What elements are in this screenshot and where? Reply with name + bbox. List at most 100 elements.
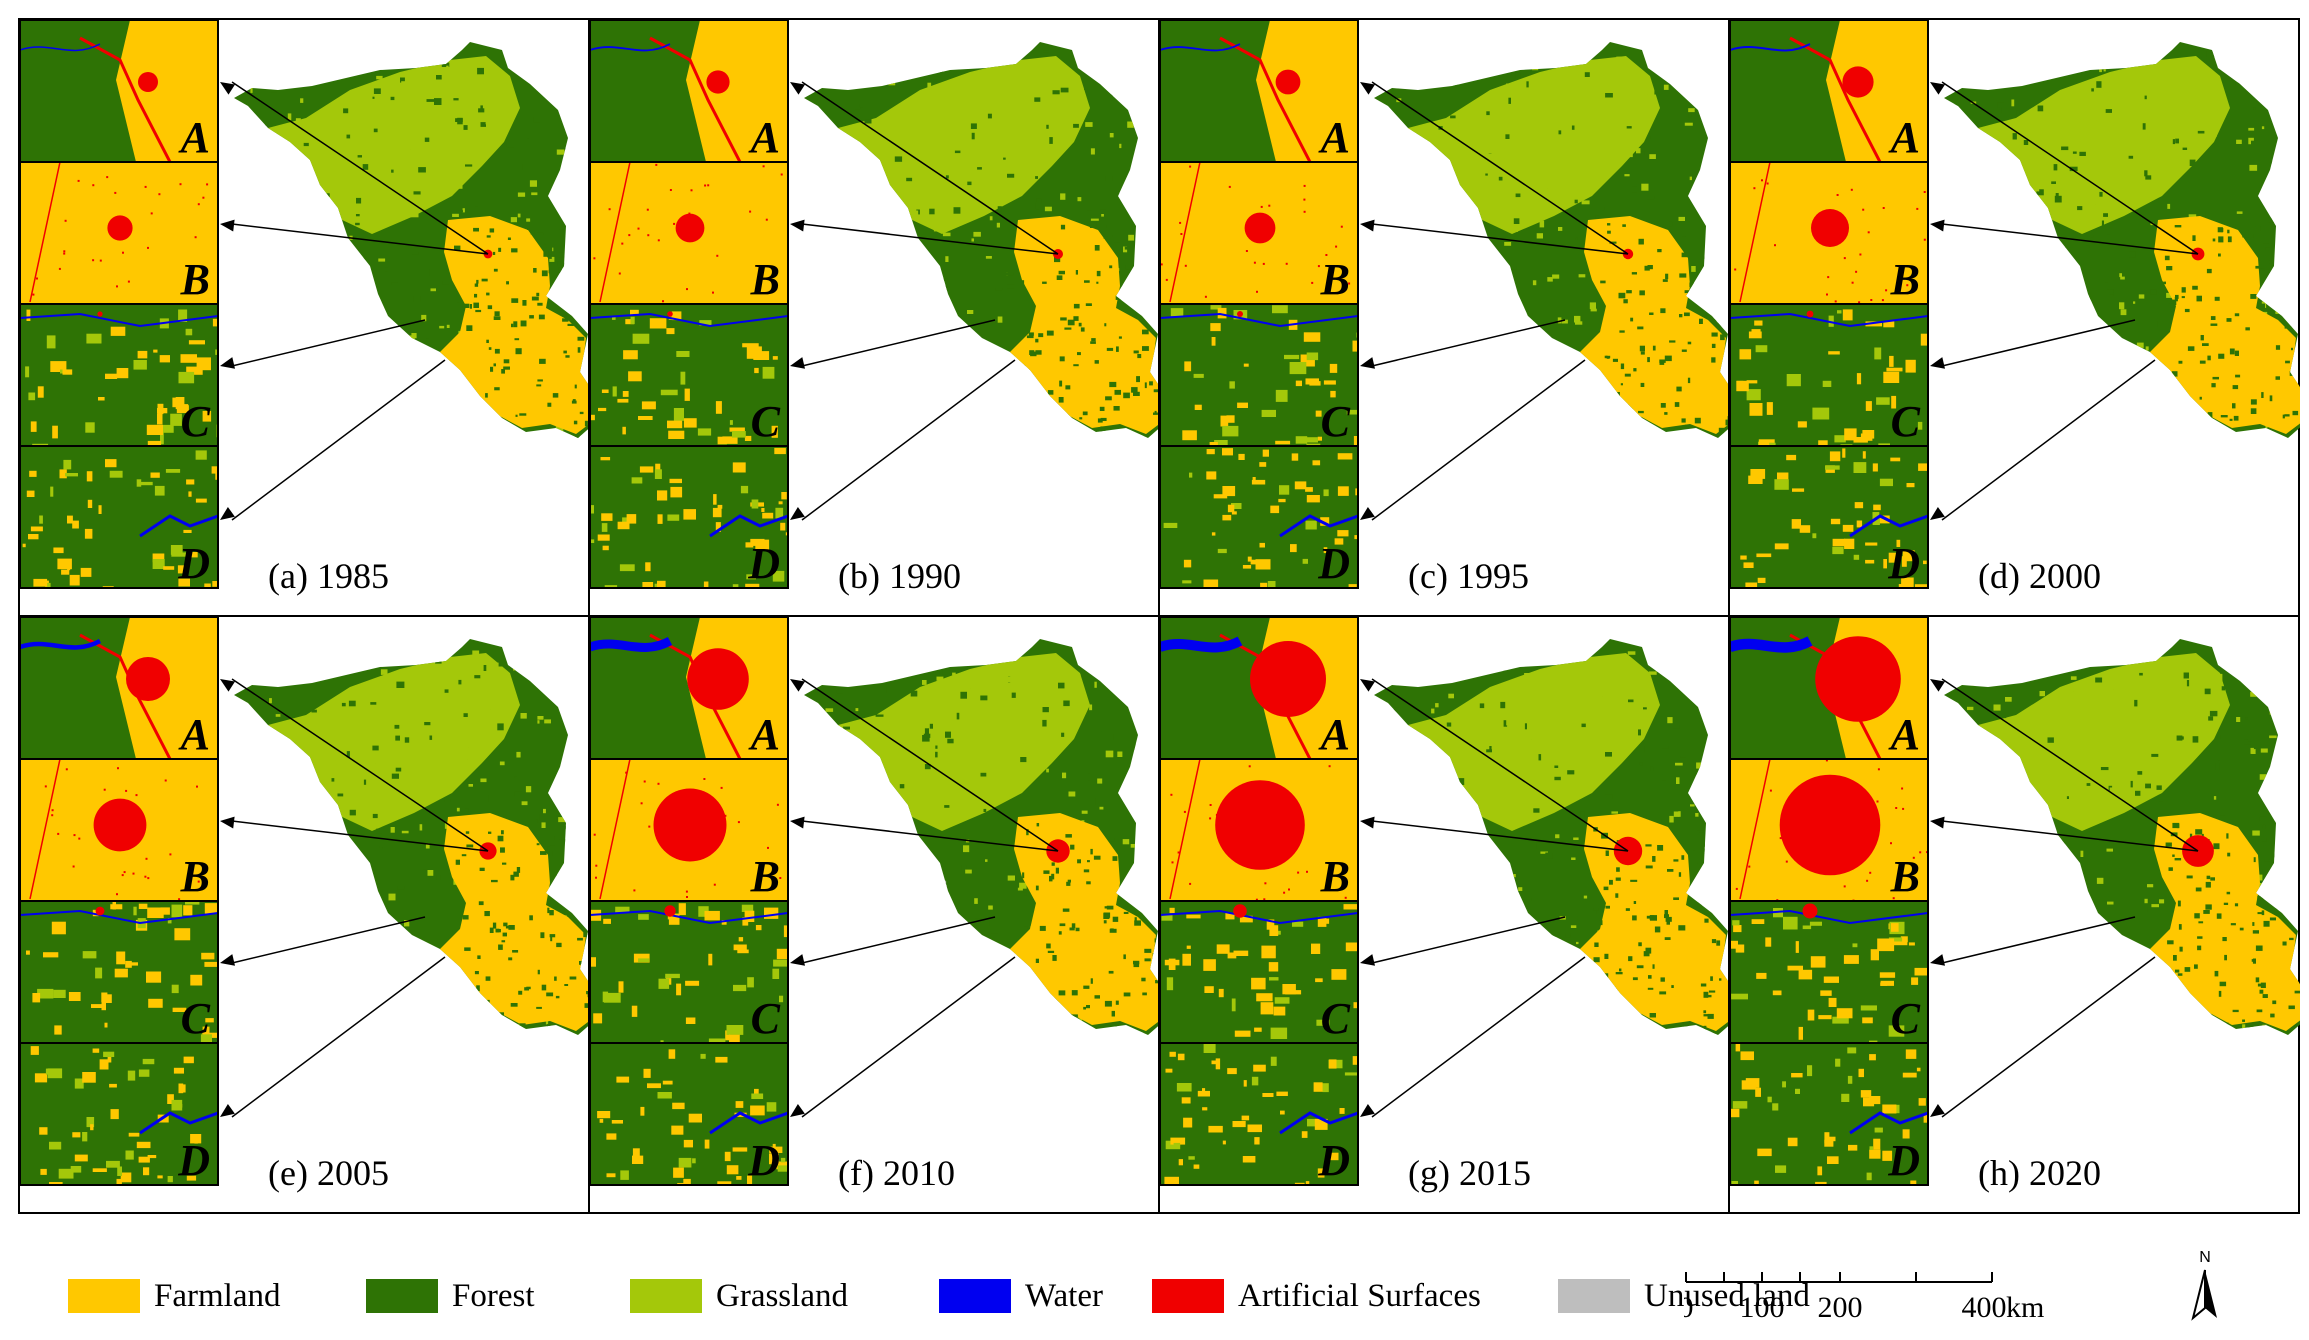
region-map [234,42,588,438]
inset-label-d: D [1317,1136,1350,1185]
inset-label-b: B [180,852,210,901]
inset-label-c: C [1321,397,1351,446]
inset-label-c: C [1891,397,1921,446]
panel-caption: (b) 1990 [838,556,961,596]
leader-arrow [220,816,489,852]
legend-label-water: Water [1025,1278,1103,1314]
map-panel-graphic: A B C D [20,617,588,1186]
leader-arrow [220,678,489,852]
leader-arrow [220,219,489,255]
north-label: N [2199,1249,2211,1266]
map-panel: A B C D (a) 1985 [20,20,590,617]
inset-label-c: C [181,994,211,1043]
legend-swatch-unused-land [1558,1279,1630,1313]
map-panel-graphic: A B C D [1160,617,1728,1186]
map-panel: A B C D (c) 1995 [1160,20,1730,617]
map-panel: A B C D (f) 2010 [590,617,1160,1214]
inset-map-c: C [590,303,789,447]
legend-swatch-artificial-surfaces [1152,1279,1224,1313]
inset-label-c: C [1891,994,1921,1043]
inset-label-b: B [180,255,210,304]
leader-arrow [1360,678,1629,852]
legend-label-grassland: Grassland [716,1278,848,1314]
map-panel: A B C D (d) 2000 [1730,20,2300,617]
inset-label-b: B [1890,852,1920,901]
legend-label-forest: Forest [452,1278,535,1314]
leader-arrow [790,916,996,966]
region-map [1944,42,2300,438]
inset-label-b: B [1890,255,1920,304]
inset-map-d: D [1730,445,1929,589]
inset-map-c: C [1160,303,1359,447]
panel-caption: (f) 2010 [838,1153,955,1193]
inset-label-d: D [1887,539,1920,588]
leader-arrow [220,359,446,521]
inset-map-b: B [590,758,789,902]
leader-arrow [790,678,1059,852]
inset-map-c: C [1730,303,1929,447]
leader-arrow [790,81,1059,255]
inset-label-b: B [1320,852,1350,901]
leader-arrow [790,319,996,369]
panel-caption: (a) 1985 [268,556,389,596]
scale-bar: 0 100 200 400 km [1684,1272,2044,1324]
map-panel: A B C D (b) 1990 [590,20,1160,617]
scale-label-200: 200 [1818,1291,1863,1324]
inset-map-b: B [20,161,219,305]
inset-label-b: B [1320,255,1350,304]
inset-label-d: D [177,539,210,588]
leader-arrow [1360,816,1629,852]
leader-arrow [1930,816,2199,852]
panel-caption: (h) 2020 [1978,1153,2101,1193]
inset-label-a: A [1888,113,1920,162]
leader-arrow [790,359,1016,521]
inset-label-a: A [748,113,780,162]
leader-arrow [220,916,426,966]
inset-map-d: D [20,445,219,589]
legend-label-farmland: Farmland [154,1278,281,1314]
leader-arrow [1360,219,1629,255]
leader-arrow [1930,219,2199,255]
inset-label-a: A [178,113,210,162]
leader-arrow [1360,956,1586,1118]
inset-map-b: B [1160,758,1359,902]
map-panel: A B C D (e) 2005 [20,617,590,1214]
inset-map-d: D [20,1042,219,1186]
region-map [1374,639,1728,1035]
leader-arrow [1930,319,2136,369]
scale-label-0: 0 [1684,1291,1694,1324]
legend-swatch-water [939,1279,1011,1313]
region-map [234,639,588,1035]
inset-map-b: B [20,758,219,902]
leader-arrow [790,956,1016,1118]
inset-label-a: A [1888,710,1920,759]
legend-swatch-forest [366,1279,438,1313]
inset-map-b: B [1730,161,1929,305]
inset-label-a: A [178,710,210,759]
inset-map-b: B [1160,161,1359,305]
map-panel-graphic: A B C D [1160,20,1728,589]
leader-arrow [1360,916,1566,966]
inset-map-a: A [590,617,789,760]
inset-map-d: D [590,445,789,589]
inset-label-a: A [748,710,780,759]
map-panel-graphic: A B C D [1730,617,2300,1186]
leader-arrow [1930,956,2156,1118]
panel-caption: (c) 1995 [1408,556,1529,596]
legend-label-artificial-surfaces: Artificial Surfaces [1238,1278,1481,1314]
inset-map-c: C [20,303,219,447]
inset-map-a: A [1160,20,1359,163]
leader-arrow [1360,359,1586,521]
legend-label-unused-land: Unused land [1644,1278,1810,1314]
inset-map-c: C [590,900,789,1044]
map-panel-graphic: A B C D [590,617,1158,1186]
leader-arrow [1930,916,2136,966]
inset-map-b: B [590,161,789,305]
leader-arrow [790,219,1059,255]
inset-label-d: D [1317,539,1350,588]
inset-map-a: A [1160,617,1359,760]
inset-map-a: A [20,20,219,163]
map-panel: A B C D (g) 2015 [1160,617,1730,1214]
leader-arrow [1930,359,2156,521]
inset-label-c: C [751,994,781,1043]
